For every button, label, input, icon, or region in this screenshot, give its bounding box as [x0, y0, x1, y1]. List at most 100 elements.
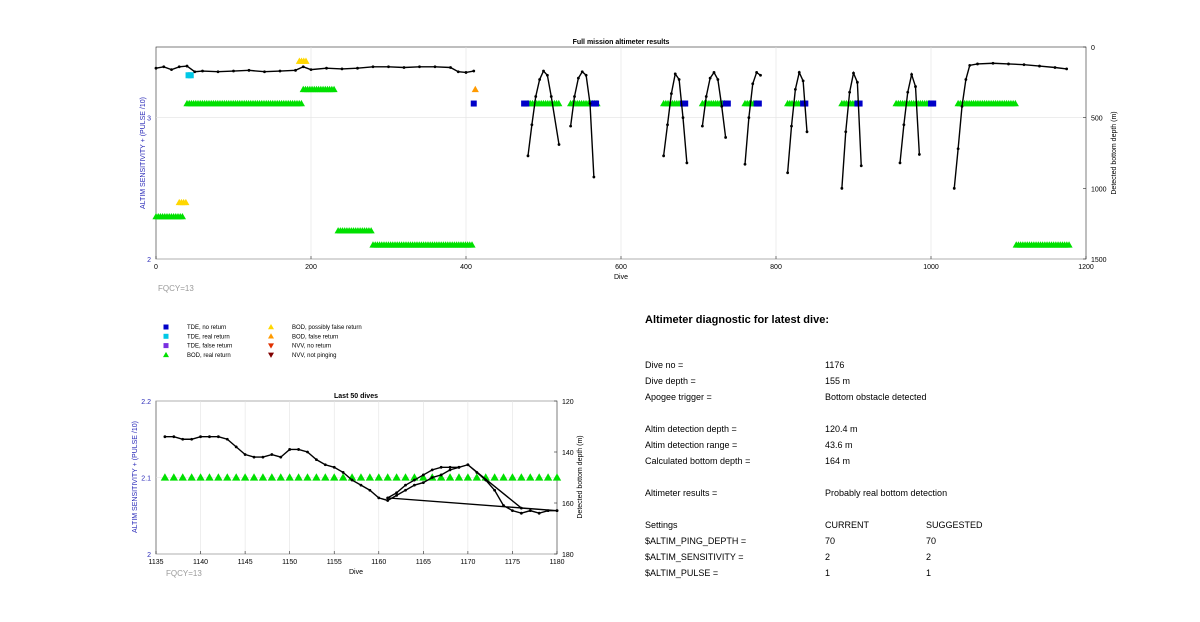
depth-point [844, 130, 848, 134]
marker-triangle [517, 473, 526, 481]
depth-point [404, 483, 407, 487]
marker-triangle [240, 473, 250, 481]
marker-triangle [543, 473, 553, 481]
x-tick-label: 1165 [416, 559, 431, 566]
depth-point [681, 116, 685, 120]
dive-no-label: Dive no = [645, 360, 684, 370]
right-tick-label: 120 [562, 399, 574, 406]
marker-triangle [276, 473, 285, 481]
depth-point [475, 471, 479, 474]
marker-triangle [383, 473, 392, 481]
depth-point [666, 123, 669, 127]
depth-point [395, 491, 398, 495]
marker-triangle [223, 473, 232, 481]
depth-point [914, 85, 917, 88]
depth-point [402, 66, 406, 69]
last-50-dives-chart: 1135 1140 1145 1150 1155 1160 1165 1170 1175 1180… [132, 393, 584, 578]
depth-point [430, 476, 434, 479]
depth-point [449, 66, 452, 69]
depth-point [294, 68, 297, 72]
top-ticks: 0 200 400 600 800 1000 1200 2 3 0 500 1000 1500 [147, 45, 1107, 271]
y-tick-label: 2 [147, 552, 151, 559]
settings-header-row: Settings CURRENT SUGGESTED [645, 520, 1165, 536]
depth-point [700, 124, 704, 128]
depth-point [301, 65, 305, 69]
top-chart-title: Full mission altimeter results [573, 39, 670, 46]
depth-point [332, 465, 336, 469]
marker-triangle [297, 99, 305, 107]
marker-triangle [356, 473, 366, 481]
depth-point [549, 95, 553, 98]
depth-point [243, 453, 247, 456]
diagnostic-title: Altimeter diagnostic for latest dive: [645, 314, 829, 326]
suggested-label: SUGGESTED [926, 520, 983, 530]
altim-detect-range-row: Altim detection range = 43.6 m [645, 440, 1165, 456]
depth-point [526, 154, 530, 158]
depth-point [576, 76, 580, 80]
setting-row: $ALTIM_PING_DEPTH = 70 70 [645, 536, 1165, 552]
depth-point [952, 186, 956, 190]
depth-point [557, 143, 561, 146]
depth-point [720, 104, 724, 108]
marker-triangle [552, 473, 562, 481]
depth-point [534, 95, 538, 98]
marker-triangle [534, 473, 544, 481]
x-tick-label: 1180 [549, 559, 564, 566]
marker-triangle [178, 213, 186, 220]
bottom-right-axis-label: Detected bottom depth (m) [577, 435, 584, 518]
setting-current: 70 [825, 536, 836, 546]
marker-triangle [169, 473, 179, 481]
calc-bottom-row: Calculated bottom depth = 164 m [645, 456, 1165, 472]
marker-triangle [499, 473, 508, 481]
depth-point [421, 481, 425, 484]
marker-triangle [187, 473, 196, 481]
marker-triangle [196, 473, 205, 481]
bottom-fqcy-annotation: FQCY=13 [166, 569, 202, 578]
depth-line [786, 70, 808, 173]
depth-point [216, 70, 220, 74]
depth-point [1007, 62, 1010, 66]
depth-point [439, 465, 443, 469]
dive-no-value: 1176 [825, 360, 845, 370]
x-tick-label: 1135 [148, 559, 163, 566]
marker-triangle [526, 473, 535, 481]
marker-triangle [294, 473, 303, 481]
marker-triangle [258, 473, 268, 481]
marker-triangle [303, 473, 312, 481]
altim-detect-range-value: 43.6 m [825, 440, 853, 450]
marker-triangle [330, 473, 339, 481]
altim-detect-depth-label: Altim detection depth = [645, 424, 737, 434]
depth-line [953, 62, 1067, 189]
marker-triangle [267, 473, 277, 481]
depth-point [840, 186, 844, 190]
depth-point [786, 171, 790, 175]
marker-square [856, 100, 863, 107]
x-tick-label: 200 [305, 264, 317, 271]
depth-point [371, 65, 375, 69]
depth-point [464, 71, 468, 74]
marker-triangle-down [268, 352, 274, 358]
depth-point [960, 104, 964, 108]
depth-point [555, 509, 559, 513]
depth-point [309, 68, 313, 72]
depth-point [906, 90, 910, 94]
depth-point [859, 164, 863, 168]
marker-square [682, 100, 689, 107]
top-fqcy-annotation: FQCY=13 [158, 284, 194, 293]
depth-point [704, 95, 708, 98]
bottom-ticks: 1135 1140 1145 1150 1155 1160 1165 1170 1175 1180… [141, 399, 574, 566]
depth-point [677, 78, 681, 81]
marker-square [187, 72, 194, 79]
depth-point [185, 64, 189, 68]
marker-square [930, 100, 937, 107]
depth-point [323, 463, 327, 467]
setting-current: 1 [825, 568, 831, 578]
x-tick-label: 1200 [1078, 264, 1094, 271]
marker-triangle [436, 473, 446, 481]
y-tick-label: 2.1 [141, 476, 151, 483]
y-tick-label: 2 [147, 257, 151, 264]
right-tick-label: 180 [562, 552, 574, 559]
marker-triangle [312, 473, 321, 481]
dive-depth-label: Dive depth = [645, 376, 696, 386]
depth-point [306, 450, 309, 454]
